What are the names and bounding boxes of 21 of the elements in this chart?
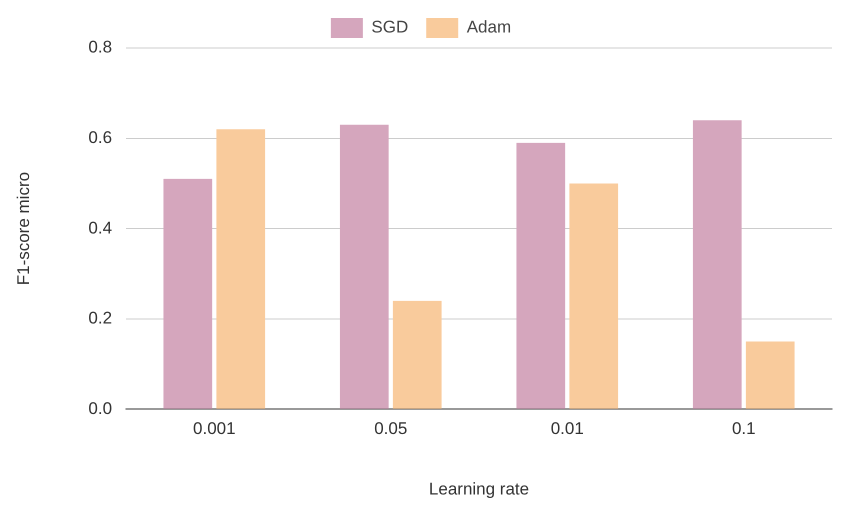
bar — [692, 120, 742, 409]
x-tick-label: 0.01 — [550, 419, 584, 438]
bar — [163, 178, 212, 409]
y-tick-label: 0.4 — [88, 218, 112, 238]
x-axis-title: Learning rate — [428, 479, 530, 498]
bar — [216, 129, 266, 409]
legend-label: Adam — [466, 18, 512, 37]
x-tick-label: 0.1 — [732, 419, 756, 438]
bar — [569, 183, 618, 409]
y-tick-label: 0.8 — [88, 38, 112, 57]
y-tick-label: 0.6 — [88, 128, 112, 147]
bar — [392, 300, 442, 409]
legend-label: SGD — [371, 18, 408, 37]
bar — [516, 142, 566, 409]
bar — [746, 341, 795, 409]
x-tick-label: 0.05 — [374, 419, 408, 438]
bar — [340, 124, 389, 409]
y-tick-label: 0.0 — [88, 398, 112, 418]
y-tick-label: 0.2 — [88, 308, 112, 328]
x-tick-label: 0.001 — [193, 419, 236, 438]
y-axis-title: F1-score micro — [14, 172, 33, 286]
